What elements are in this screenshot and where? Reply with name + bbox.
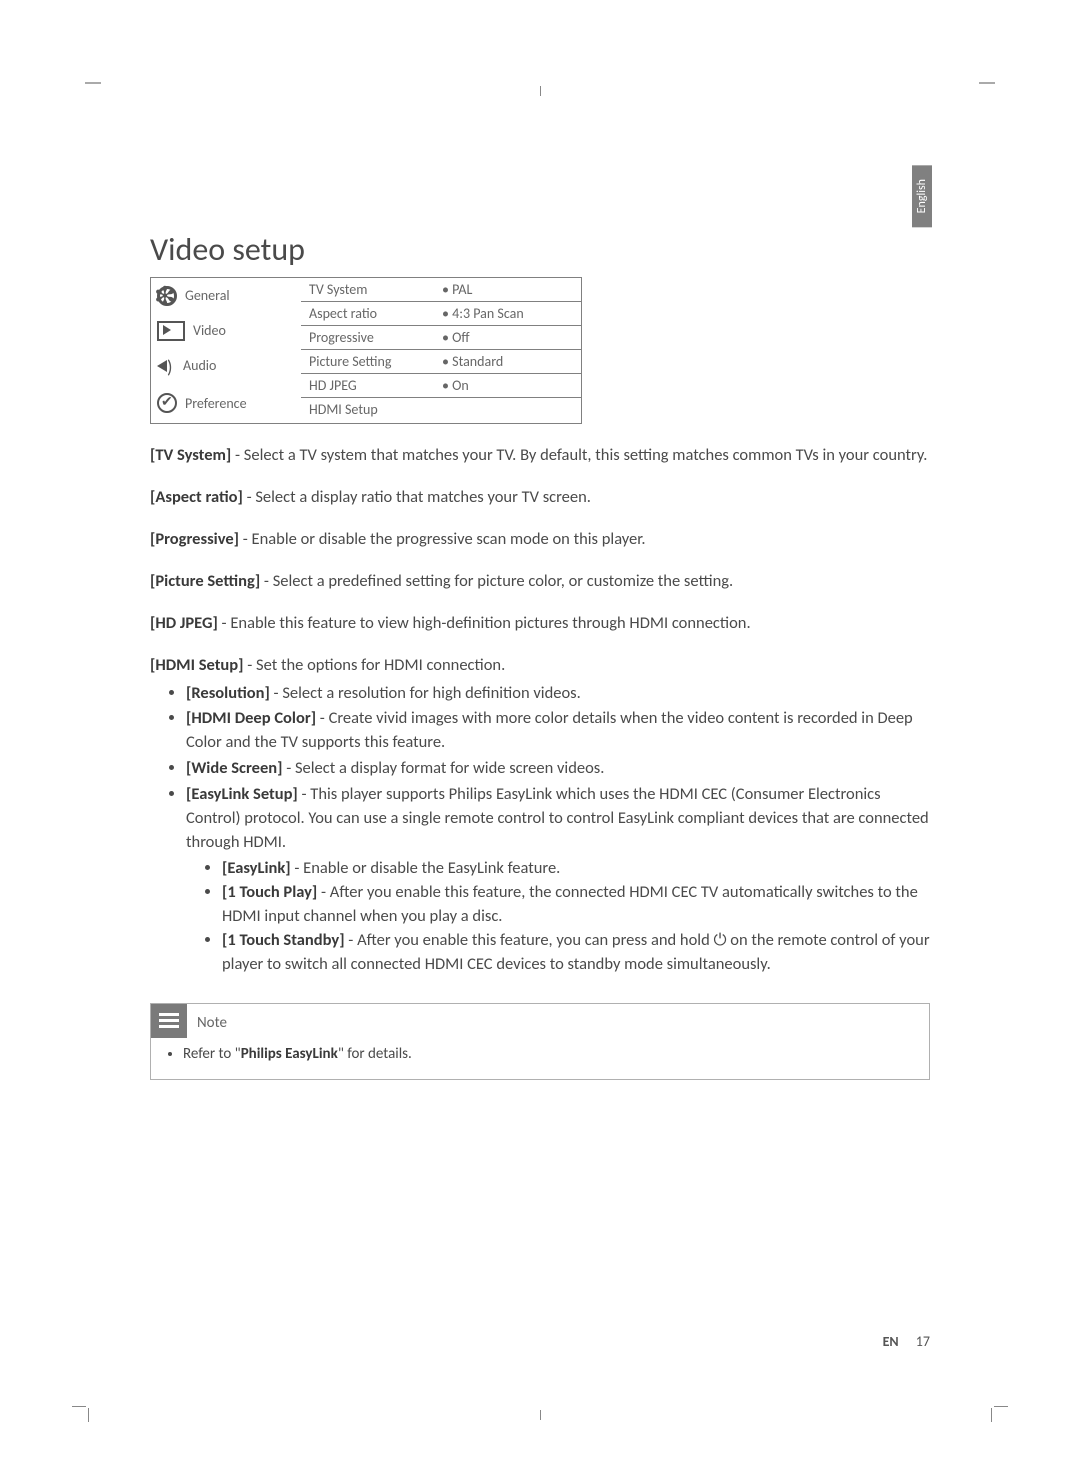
- footer-page-number: 17: [916, 1333, 930, 1350]
- note-body: Refer to "Philips EasyLink" for details.: [165, 1044, 915, 1066]
- setting-desc: - This player supports Philips EasyLink …: [186, 784, 929, 852]
- power-icon: ⏻: [713, 931, 726, 949]
- option-row: HD JPEG • On: [301, 374, 581, 398]
- setting-name: [EasyLink]: [222, 858, 291, 878]
- setting-name: [1 Touch Play]: [222, 882, 317, 902]
- note-icon: [151, 1004, 187, 1038]
- option-row: Progressive • Off: [301, 326, 581, 350]
- setting-name: [TV System]: [150, 445, 231, 465]
- option-label: Aspect ratio: [301, 305, 434, 322]
- category-label: General: [185, 287, 230, 304]
- hdmi-options-list: [Resolution] - Select a resolution for h…: [150, 682, 930, 977]
- setting-name: [Aspect ratio]: [150, 487, 243, 507]
- note-text-part: " for details.: [338, 1045, 412, 1063]
- setting-desc: - Set the options for HDMI connection.: [244, 655, 506, 675]
- setting-desc: - Enable or disable the EasyLink feature…: [291, 858, 561, 878]
- paragraph-aspect: [Aspect ratio] - Select a display ratio …: [150, 486, 930, 510]
- setting-name: [HD JPEG]: [150, 613, 218, 633]
- list-item: [Wide Screen] - Select a display format …: [186, 757, 930, 781]
- option-value: • On: [434, 377, 581, 394]
- setting-desc: - Select a predefined setting for pictur…: [260, 571, 733, 591]
- option-label: TV System: [301, 281, 434, 298]
- language-tab: English: [912, 165, 932, 227]
- category-general: General: [151, 278, 301, 313]
- video-icon: [157, 321, 185, 341]
- option-value: • Off: [434, 329, 581, 346]
- audio-icon: [157, 356, 175, 376]
- setting-desc: - Select a display format for wide scree…: [282, 758, 604, 778]
- note-box: Note Refer to "Philips EasyLink" for det…: [150, 1003, 930, 1081]
- preference-icon: [157, 393, 177, 413]
- option-label: Progressive: [301, 329, 434, 346]
- option-row: TV System • PAL: [301, 278, 581, 302]
- note-text: Refer to "Philips EasyLink" for details.: [183, 1044, 915, 1066]
- option-row: Aspect ratio • 4:3 Pan Scan: [301, 302, 581, 326]
- setting-desc: - After you enable this feature, you can…: [345, 930, 714, 950]
- paragraph-tv-system: [TV System] - Select a TV system that ma…: [150, 444, 930, 468]
- note-label: Note: [197, 1007, 227, 1035]
- category-label: Video: [193, 322, 226, 339]
- setting-desc: - Select a display ratio that matches yo…: [243, 487, 591, 507]
- setting-name: [EasyLink Setup]: [186, 784, 298, 804]
- note-text-part: Refer to ": [183, 1045, 241, 1063]
- category-preference: Preference: [151, 383, 301, 423]
- paragraph-picture-setting: [Picture Setting] - Select a predefined …: [150, 570, 930, 594]
- list-item: [Resolution] - Select a resolution for h…: [186, 682, 930, 706]
- option-value: • Standard: [434, 353, 581, 370]
- list-item: [EasyLink] - Enable or disable the EasyL…: [222, 857, 930, 881]
- note-header: Note: [151, 1004, 929, 1038]
- setting-desc: - Select a TV system that matches your T…: [231, 445, 927, 465]
- footer-lang: EN: [883, 1333, 899, 1350]
- setting-name: [HDMI Deep Color]: [186, 708, 316, 728]
- category-label: Audio: [183, 357, 216, 374]
- list-item: [HDMI Deep Color] - Create vivid images …: [186, 707, 930, 755]
- settings-options: TV System • PAL Aspect ratio • 4:3 Pan S…: [301, 278, 581, 423]
- setting-desc: - Select a resolution for high definitio…: [270, 683, 581, 703]
- setting-name: [HDMI Setup]: [150, 655, 244, 675]
- option-label: HDMI Setup: [301, 401, 434, 418]
- category-video: Video: [151, 313, 301, 348]
- option-value: • PAL: [434, 281, 581, 298]
- page-footer: EN 17: [883, 1333, 930, 1350]
- option-row: Picture Setting • Standard: [301, 350, 581, 374]
- paragraph-hd-jpeg: [HD JPEG] - Enable this feature to view …: [150, 612, 930, 636]
- note-bold: Philips EasyLink: [241, 1045, 338, 1063]
- category-label: Preference: [185, 395, 247, 412]
- page-content: Video setup General Video Audio Preferen…: [0, 0, 1080, 1080]
- setting-name: [Resolution]: [186, 683, 270, 703]
- list-item: [1 Touch Standby] - After you enable thi…: [222, 929, 930, 977]
- setting-desc: - After you enable this feature, the con…: [222, 882, 918, 926]
- page-title: Video setup: [150, 230, 930, 269]
- settings-categories: General Video Audio Preference: [151, 278, 301, 423]
- paragraph-hdmi-setup: [HDMI Setup] - Set the options for HDMI …: [150, 654, 930, 678]
- easylink-sublist: [EasyLink] - Enable or disable the EasyL…: [186, 857, 930, 977]
- list-item: [1 Touch Play] - After you enable this f…: [222, 881, 930, 929]
- category-audio: Audio: [151, 348, 301, 383]
- setting-name: [1 Touch Standby]: [222, 930, 345, 950]
- paragraph-progressive: [Progressive] - Enable or disable the pr…: [150, 528, 930, 552]
- settings-panel: General Video Audio Preference TV System…: [150, 277, 582, 424]
- setting-name: [Progressive]: [150, 529, 239, 549]
- body-text: [TV System] - Select a TV system that ma…: [150, 444, 930, 1080]
- setting-name: [Picture Setting]: [150, 571, 260, 591]
- option-row: HDMI Setup: [301, 398, 581, 421]
- list-item: [EasyLink Setup] - This player supports …: [186, 783, 930, 976]
- gear-icon: [157, 286, 177, 306]
- option-label: HD JPEG: [301, 377, 434, 394]
- setting-desc: - Enable or disable the progressive scan…: [239, 529, 646, 549]
- crop-mark: [979, 82, 995, 84]
- option-value: • 4:3 Pan Scan: [434, 305, 581, 322]
- setting-desc: - Enable this feature to view high-defin…: [218, 613, 751, 633]
- crop-mark: [85, 82, 101, 84]
- option-label: Picture Setting: [301, 353, 434, 370]
- setting-name: [Wide Screen]: [186, 758, 282, 778]
